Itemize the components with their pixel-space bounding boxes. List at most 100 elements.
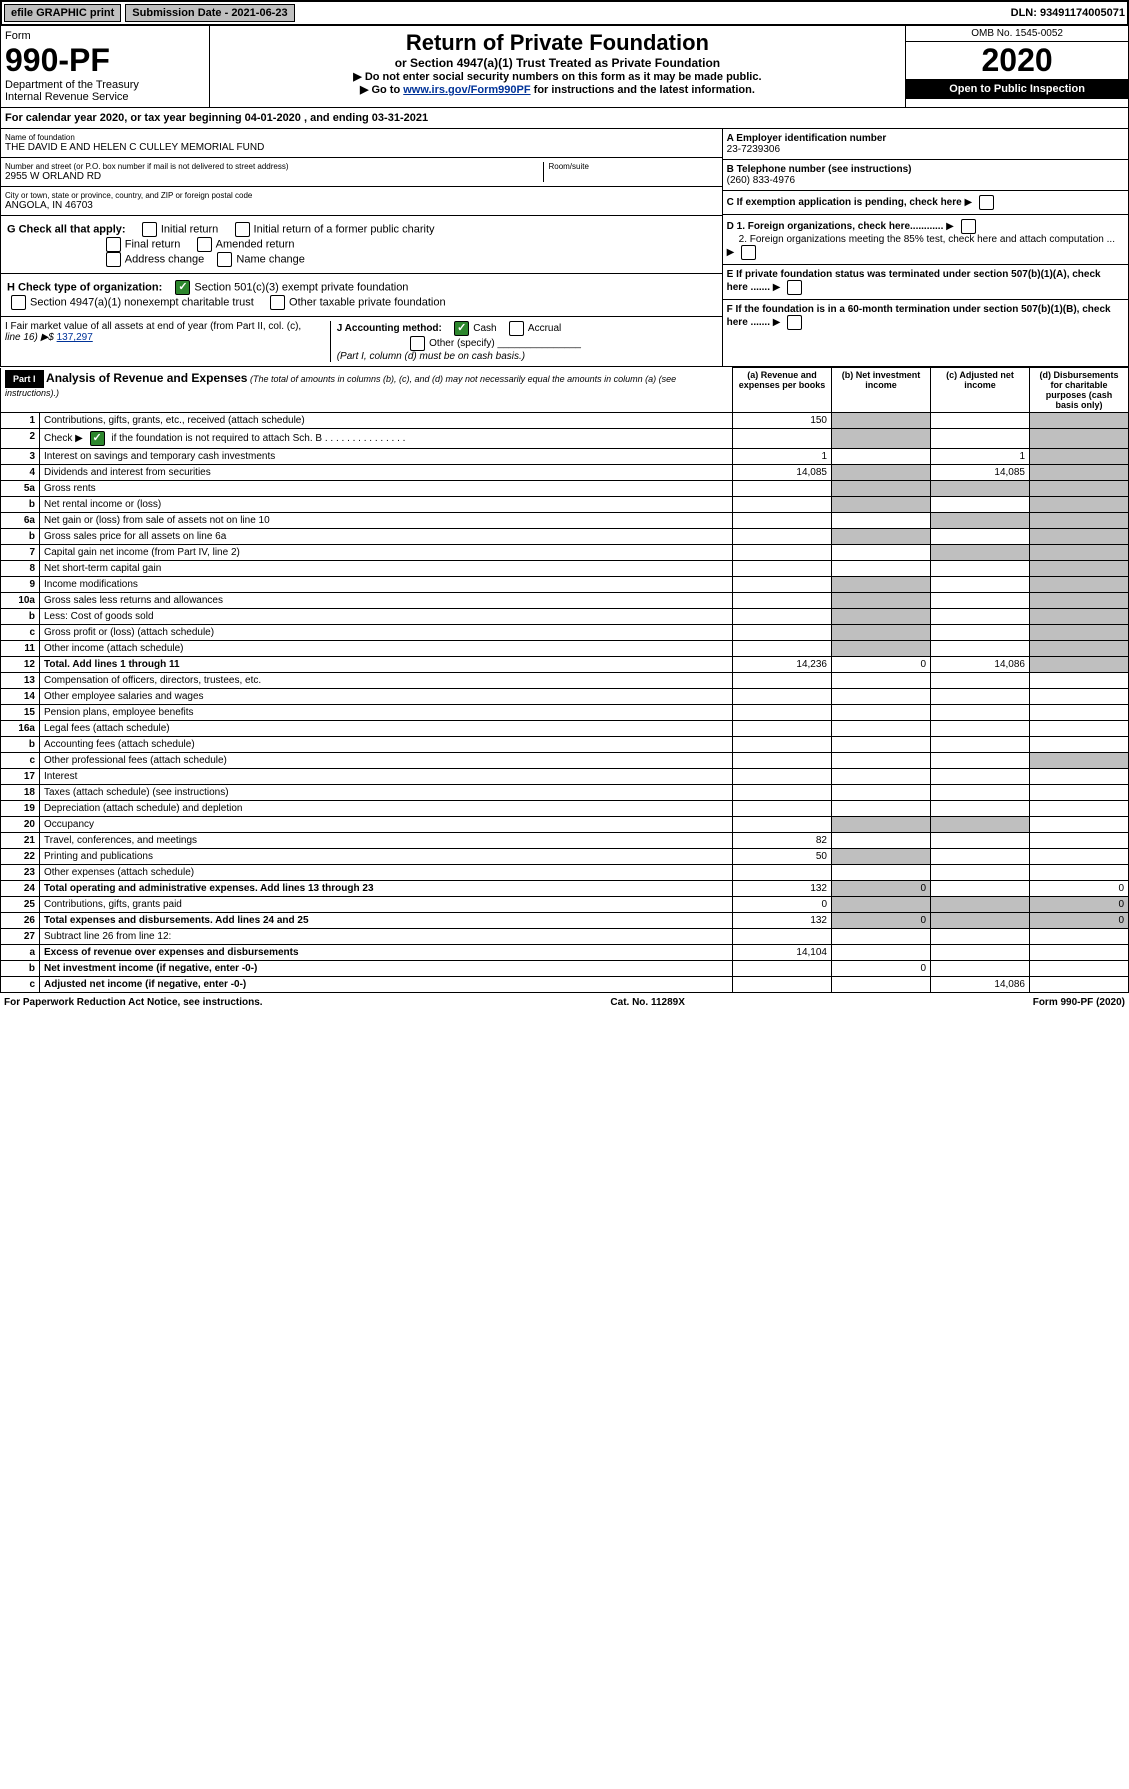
col-c-header: (c) Adjusted net income [931, 368, 1030, 413]
chk-address-change[interactable] [106, 252, 121, 267]
col-b-header: (b) Net investment income [832, 368, 931, 413]
table-row: 10aGross sales less returns and allowanc… [1, 593, 1129, 609]
form-title: Return of Private Foundation [214, 30, 902, 56]
note-1: ▶ Do not enter social security numbers o… [214, 70, 902, 83]
chk-name-change[interactable] [217, 252, 232, 267]
chk-other-method[interactable] [410, 336, 425, 351]
part1-badge: Part I [5, 370, 44, 388]
table-row: bAccounting fees (attach schedule) [1, 737, 1129, 753]
calendar-year-row: For calendar year 2020, or tax year begi… [0, 108, 1129, 129]
chk-exemption-pending[interactable] [979, 195, 994, 210]
table-row: cGross profit or (loss) (attach schedule… [1, 625, 1129, 641]
d1-label: D 1. Foreign organizations, check here..… [727, 221, 944, 232]
tel-value: (260) 833-4976 [727, 175, 795, 186]
foundation-name: THE DAVID E AND HELEN C CULLEY MEMORIAL … [5, 142, 718, 153]
open-public-badge: Open to Public Inspection [906, 79, 1128, 99]
chk-cash[interactable] [454, 321, 469, 336]
table-row: 8Net short-term capital gain [1, 561, 1129, 577]
table-row: 9Income modifications [1, 577, 1129, 593]
c-label: C If exemption application is pending, c… [727, 197, 962, 208]
d2-label: 2. Foreign organizations meeting the 85%… [727, 234, 1115, 245]
identity-grid: Name of foundation THE DAVID E AND HELEN… [0, 129, 1129, 367]
table-row: cAdjusted net income (if negative, enter… [1, 977, 1129, 993]
chk-507b1a[interactable] [787, 280, 802, 295]
chk-other-taxable[interactable] [270, 295, 285, 310]
form-number: 990-PF [5, 42, 205, 79]
form-label: Form [5, 30, 205, 42]
table-row: 24Total operating and administrative exp… [1, 881, 1129, 897]
form-header: Form 990-PF Department of the Treasury I… [0, 26, 1129, 108]
city-state-zip: ANGOLA, IN 46703 [5, 200, 718, 211]
table-row: 11Other income (attach schedule) [1, 641, 1129, 657]
form-link[interactable]: www.irs.gov/Form990PF [403, 84, 530, 96]
footer-mid: Cat. No. 11289X [610, 997, 684, 1008]
chk-final-return[interactable] [106, 237, 121, 252]
dln-label: DLN: 93491174005071 [1011, 7, 1125, 19]
table-row: 7Capital gain net income (from Part IV, … [1, 545, 1129, 561]
table-row: 22Printing and publications50 [1, 849, 1129, 865]
table-row: 14Other employee salaries and wages [1, 689, 1129, 705]
chk-initial-former[interactable] [235, 222, 250, 237]
col-a-header: (a) Revenue and expenses per books [733, 368, 832, 413]
h-check-row: H Check type of organization: Section 50… [1, 274, 722, 317]
table-row: 12Total. Add lines 1 through 1114,236014… [1, 657, 1129, 673]
table-row: bNet investment income (if negative, ent… [1, 961, 1129, 977]
chk-initial-return[interactable] [142, 222, 157, 237]
table-row: 16aLegal fees (attach schedule) [1, 721, 1129, 737]
street-address: 2955 W ORLAND RD [5, 171, 539, 182]
table-row: 21Travel, conferences, and meetings82 [1, 833, 1129, 849]
chk-501c3[interactable] [175, 280, 190, 295]
chk-507b1b[interactable] [787, 315, 802, 330]
city-label: City or town, state or province, country… [5, 191, 718, 200]
page-footer: For Paperwork Reduction Act Notice, see … [0, 993, 1129, 1012]
table-row: 6aNet gain or (loss) from sale of assets… [1, 513, 1129, 529]
chk-accrual[interactable] [509, 321, 524, 336]
table-row: 4Dividends and interest from securities1… [1, 465, 1129, 481]
table-row: 15Pension plans, employee benefits [1, 705, 1129, 721]
footer-right: Form 990-PF (2020) [1033, 997, 1125, 1008]
footer-left: For Paperwork Reduction Act Notice, see … [4, 997, 263, 1008]
e-label: E If private foundation status was termi… [727, 269, 1101, 293]
table-row: 20Occupancy [1, 817, 1129, 833]
table-row: bLess: Cost of goods sold [1, 609, 1129, 625]
chk-foreign-org[interactable] [961, 219, 976, 234]
chk-4947a1[interactable] [11, 295, 26, 310]
omb-number: OMB No. 1545-0052 [906, 26, 1128, 42]
chk-85pct[interactable] [741, 245, 756, 260]
table-row: 18Taxes (attach schedule) (see instructi… [1, 785, 1129, 801]
fmv-value: 137,297 [57, 332, 93, 343]
table-row: 2Check ▶ if the foundation is not requir… [1, 429, 1129, 449]
table-row: bGross sales price for all assets on lin… [1, 529, 1129, 545]
table-row: 27Subtract line 26 from line 12: [1, 929, 1129, 945]
tax-year: 2020 [906, 42, 1128, 79]
table-row: 25Contributions, gifts, grants paid00 [1, 897, 1129, 913]
chk-amended[interactable] [197, 237, 212, 252]
ein-label: A Employer identification number [727, 133, 887, 144]
table-row: bNet rental income or (loss) [1, 497, 1129, 513]
table-row: cOther professional fees (attach schedul… [1, 753, 1129, 769]
submission-date: Submission Date - 2021-06-23 [125, 4, 294, 22]
col-d-header: (d) Disbursements for charitable purpose… [1030, 368, 1129, 413]
efile-badge: efile GRAPHIC print [4, 4, 121, 22]
note-2: ▶ Go to www.irs.gov/Form990PF for instru… [214, 83, 902, 96]
part1-title: Analysis of Revenue and Expenses [46, 371, 247, 385]
addr-label: Number and street (or P.O. box number if… [5, 162, 539, 171]
table-row: 19Depreciation (attach schedule) and dep… [1, 801, 1129, 817]
i-label: I Fair market value of all assets at end… [5, 321, 301, 332]
table-row: 3Interest on savings and temporary cash … [1, 449, 1129, 465]
form-subtitle: or Section 4947(a)(1) Trust Treated as P… [214, 56, 902, 70]
dept-label: Department of the Treasury [5, 79, 205, 91]
g-check-row: G Check all that apply: Initial return I… [1, 216, 722, 274]
name-label: Name of foundation [5, 133, 718, 142]
j-note: (Part I, column (d) must be on cash basi… [337, 351, 525, 362]
ein-value: 23-7239306 [727, 144, 780, 155]
table-row: 26Total expenses and disbursements. Add … [1, 913, 1129, 929]
room-label: Room/suite [548, 162, 588, 171]
table-row: aExcess of revenue over expenses and dis… [1, 945, 1129, 961]
tel-label: B Telephone number (see instructions) [727, 164, 912, 175]
table-row: 13Compensation of officers, directors, t… [1, 673, 1129, 689]
table-row: 17Interest [1, 769, 1129, 785]
table-row: 5aGross rents [1, 481, 1129, 497]
f-label: F If the foundation is in a 60-month ter… [727, 304, 1111, 328]
irs-label: Internal Revenue Service [5, 91, 205, 103]
